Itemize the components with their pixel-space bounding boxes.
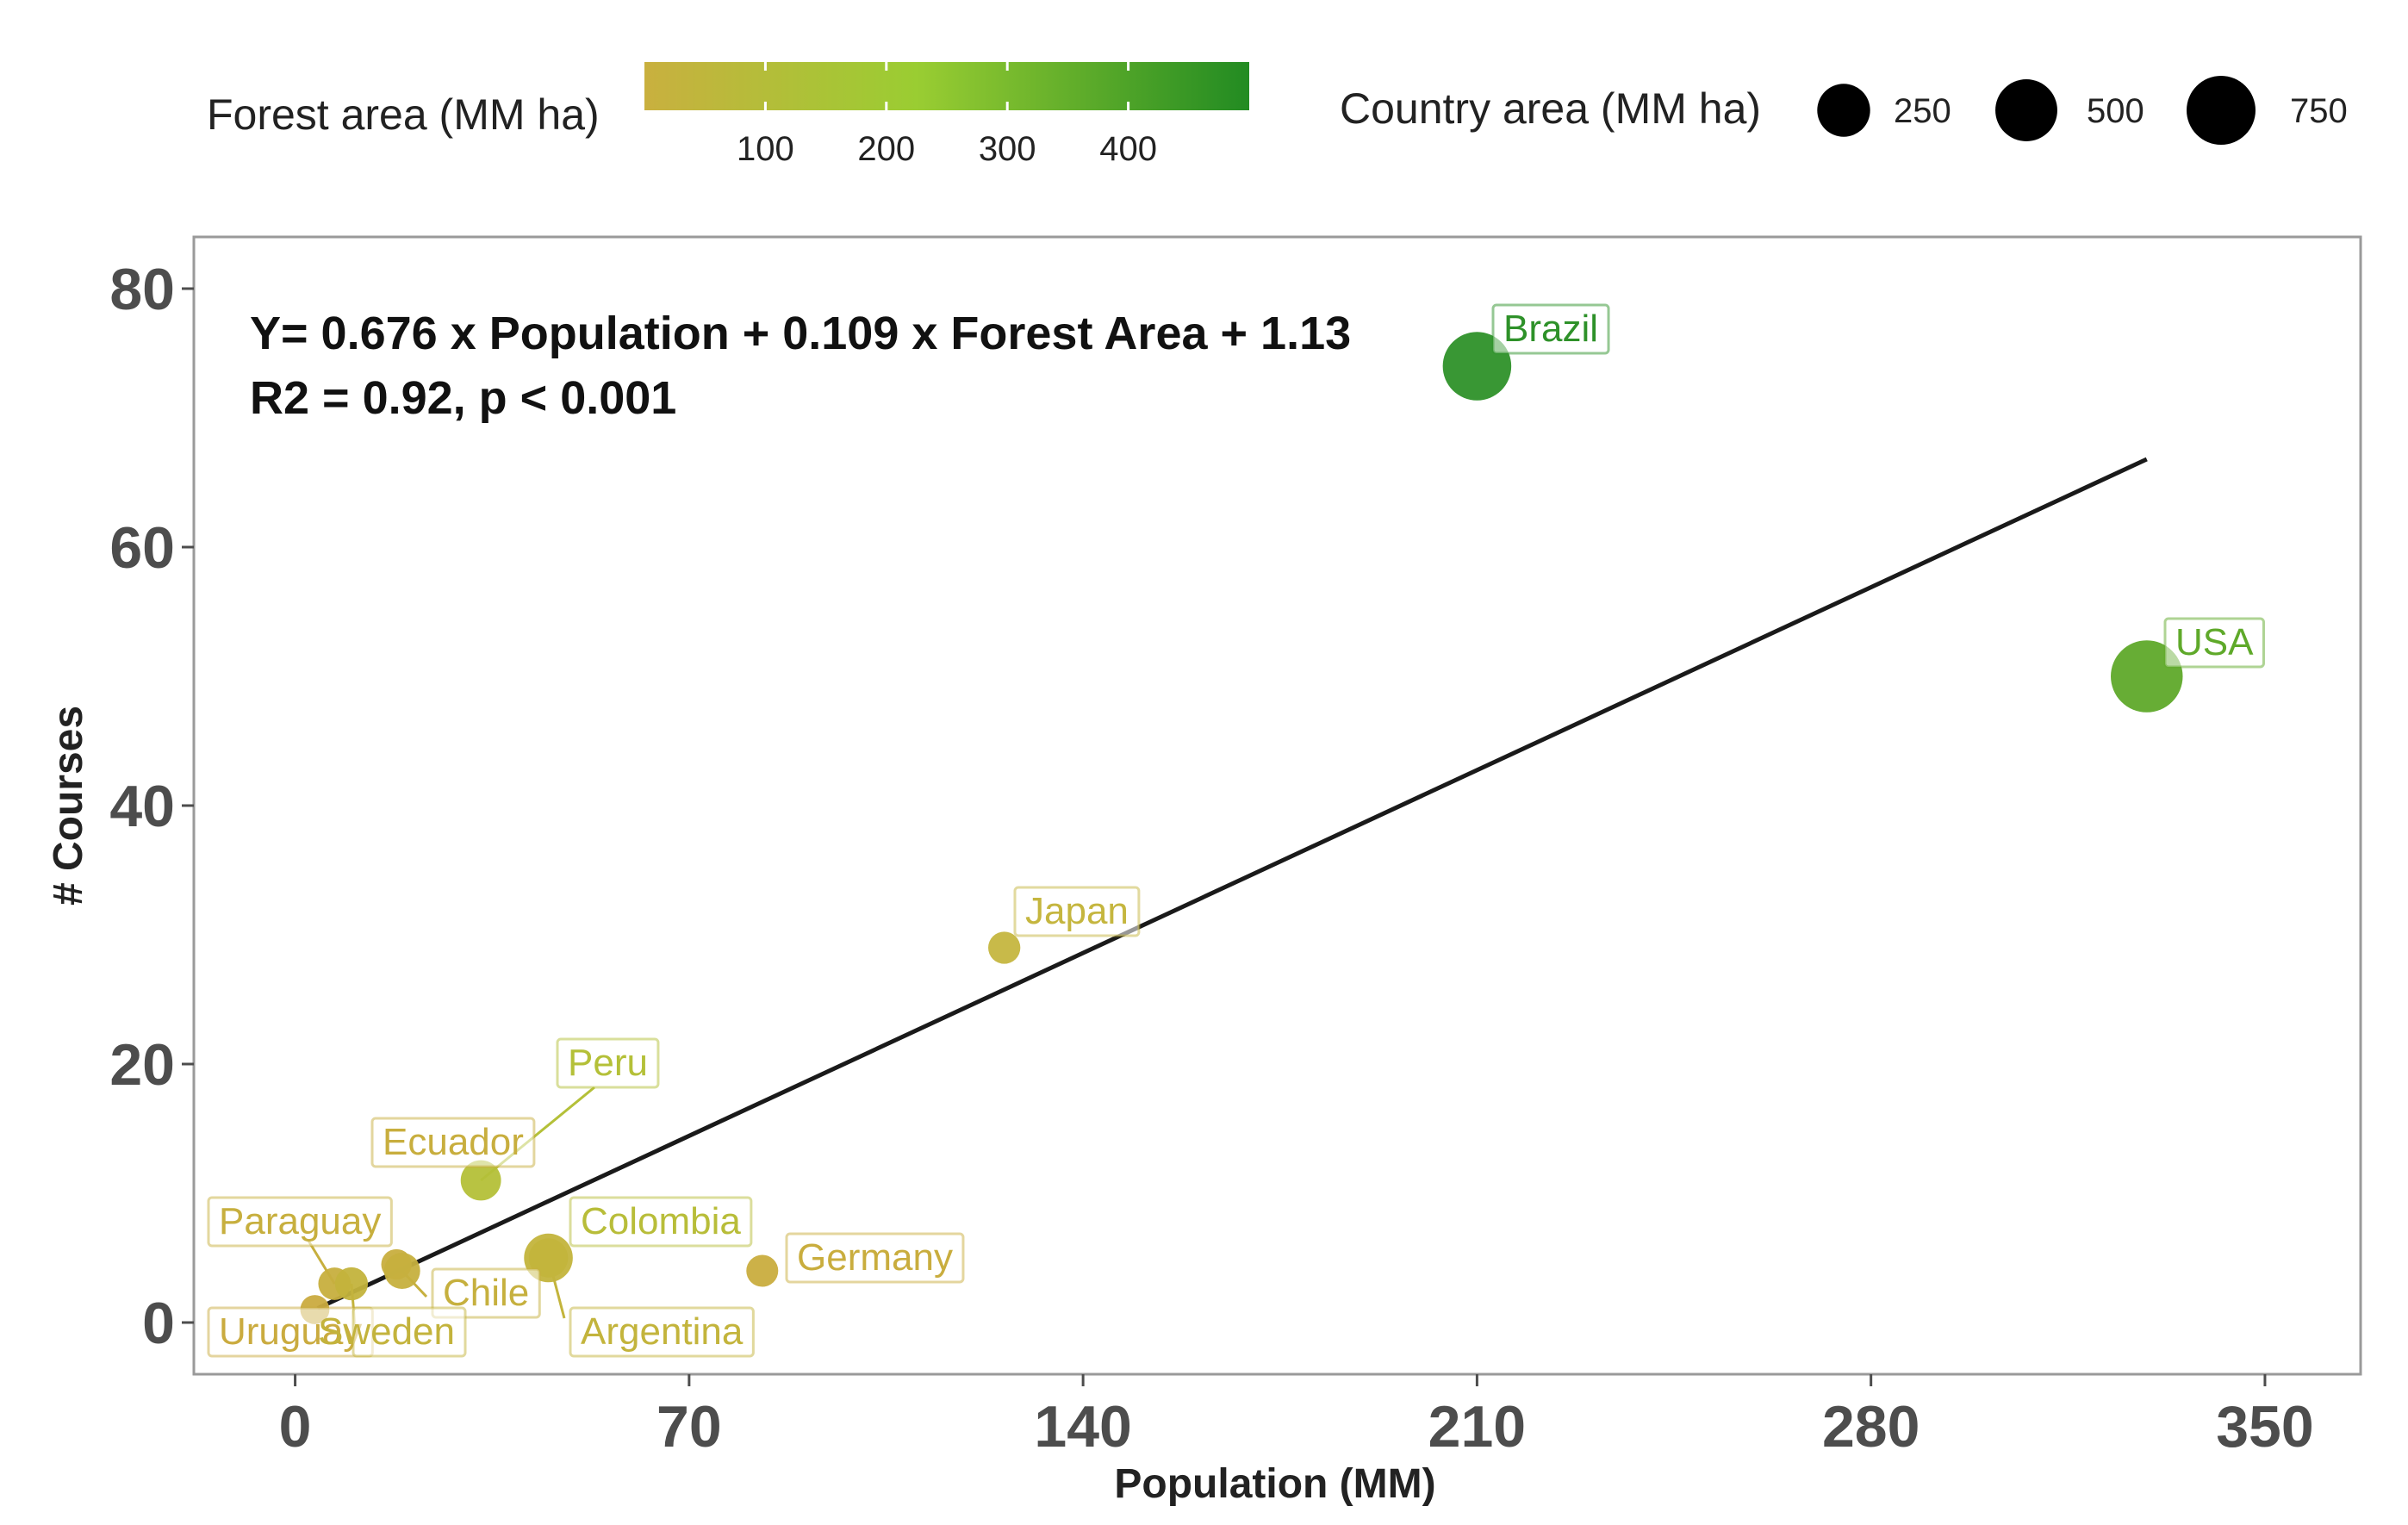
color-legend: Forest area (MM ha) 100 200 300 400 — [207, 62, 1249, 168]
color-legend-tick-label: 300 — [979, 130, 1036, 168]
y-tick-label: 0 — [142, 1291, 175, 1356]
point-label-japan: Japan — [1025, 890, 1129, 932]
point-label-brazil: Brazil — [1503, 308, 1598, 350]
y-tick-label: 40 — [109, 774, 175, 839]
point-label-germany: Germany — [797, 1236, 953, 1279]
plot-panel — [192, 235, 2362, 1376]
color-legend-bar — [644, 62, 1249, 110]
size-legend-circle — [1995, 79, 2057, 141]
point-label-box-germany — [785, 1232, 965, 1284]
size-legend: Country area (MM ha) 250 500 750 — [1340, 76, 2348, 145]
data-point-chile — [383, 1253, 420, 1289]
point-labels: Brazil USA Japan Peru Ecuador Colombia Germany… — [207, 303, 2265, 1358]
regression-stats: R2 = 0.92, p < 0.001 — [250, 372, 676, 424]
color-legend-title: Forest area (MM ha) — [207, 90, 600, 139]
x-tick-label: 280 — [1822, 1394, 1920, 1460]
size-legend-label: 500 — [2087, 92, 2144, 130]
x-tick-label: 70 — [656, 1394, 722, 1460]
regression-equation: Y= 0.676 x Population + 0.109 x Forest A… — [250, 308, 1351, 359]
size-legend-circle — [1817, 84, 1870, 137]
point-label-box-ecuador — [370, 1117, 536, 1168]
y-axis: 0 20 40 60 80 — [109, 257, 194, 1356]
color-legend-ticks: 100 200 300 400 — [737, 62, 1157, 168]
size-legend-keys: 250 500 750 — [1817, 76, 2348, 145]
point-label-sweden: Sweden — [318, 1310, 455, 1353]
point-label-colombia: Colombia — [581, 1200, 741, 1242]
point-label-uruguay: Uruguay — [219, 1310, 362, 1353]
x-tick-label: 350 — [2216, 1394, 2313, 1460]
data-point-sweden — [334, 1267, 369, 1301]
size-legend-label: 750 — [2290, 92, 2348, 130]
point-label-usa: USA — [2175, 621, 2254, 663]
data-point-germany — [746, 1254, 779, 1287]
point-label-box-chile — [431, 1267, 541, 1319]
y-tick-label: 20 — [109, 1032, 175, 1098]
size-legend-label: 250 — [1894, 92, 1951, 130]
data-point-japan — [988, 931, 1021, 964]
color-legend-tick-label: 400 — [1099, 130, 1157, 168]
point-label-peru: Peru — [568, 1042, 648, 1084]
point-label-box-peru — [556, 1037, 660, 1089]
y-tick-label: 60 — [109, 515, 175, 581]
x-axis-label: Population (MM) — [1114, 1461, 1435, 1507]
color-legend-tick-label: 100 — [737, 130, 794, 168]
regression-line — [316, 457, 2148, 1310]
point-label-paraguay: Paraguay — [219, 1200, 381, 1242]
point-label-box-usa — [2163, 617, 2265, 669]
color-legend-tick-label: 200 — [857, 130, 915, 168]
y-axis-label: # Courses — [46, 706, 91, 906]
point-label-box-paraguay — [207, 1196, 393, 1248]
point-label-box-japan — [1013, 886, 1141, 937]
size-legend-circle — [2187, 76, 2256, 145]
x-tick-label: 210 — [1428, 1394, 1526, 1460]
point-label-box-sweden — [352, 1306, 467, 1358]
regression-line-group — [316, 457, 2148, 1310]
data-point-peru — [460, 1160, 501, 1201]
point-label-box-argentina — [569, 1306, 755, 1358]
size-legend-title: Country area (MM ha) — [1340, 84, 1761, 133]
x-tick-label: 0 — [279, 1394, 312, 1460]
y-tick-label: 80 — [109, 257, 175, 322]
x-axis: 0 70 140 210 280 350 — [279, 1374, 2314, 1460]
x-tick-label: 140 — [1034, 1394, 1131, 1460]
point-label-box-colombia — [569, 1196, 753, 1248]
point-label-box-brazil — [1491, 303, 1610, 355]
point-label-argentina: Argentina — [581, 1310, 744, 1353]
point-label-ecuador: Ecuador — [383, 1121, 524, 1163]
